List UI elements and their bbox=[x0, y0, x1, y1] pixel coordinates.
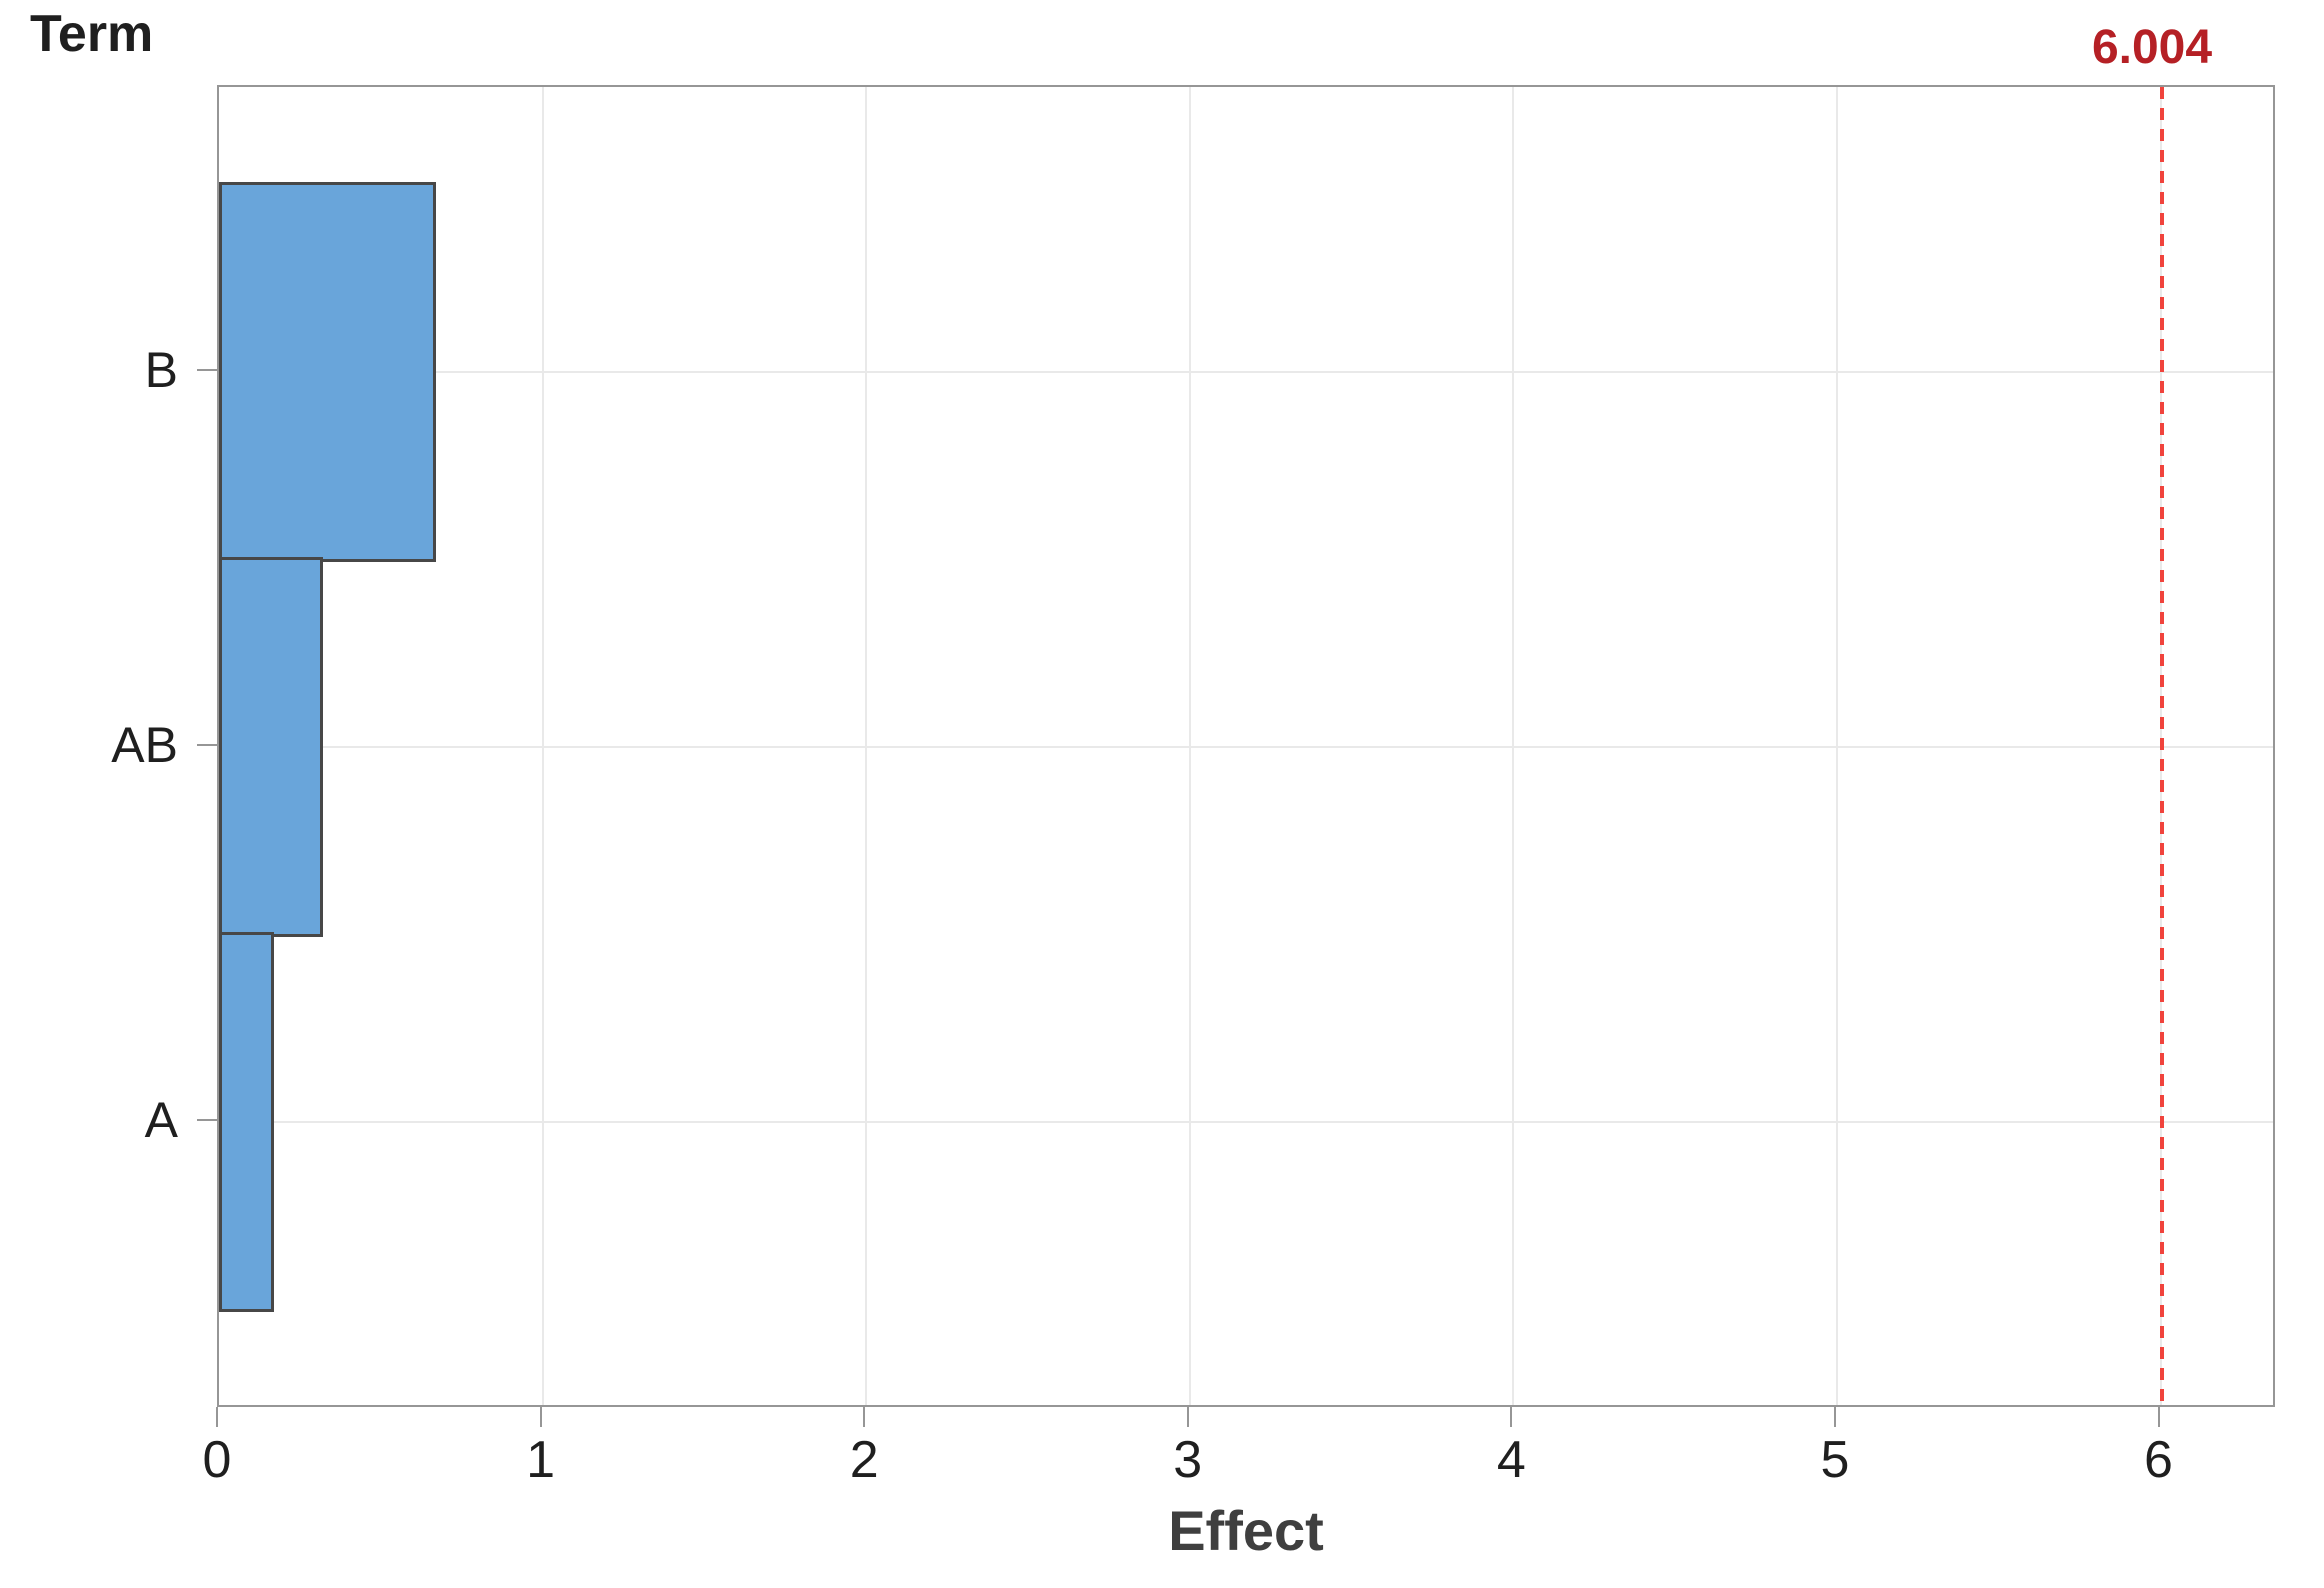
x-tick-5 bbox=[1833, 1407, 1836, 1427]
bar-AB bbox=[219, 557, 323, 937]
x-tick-label-0: 0 bbox=[202, 1431, 232, 1489]
y-axis-title: Term bbox=[30, 5, 154, 63]
x-tick-label-4: 4 bbox=[1496, 1431, 1526, 1489]
y-tick-label-A: A bbox=[144, 1092, 178, 1148]
x-tick-label-3: 3 bbox=[1173, 1431, 1203, 1489]
x-tick-3 bbox=[1186, 1407, 1189, 1427]
x-tick-1 bbox=[539, 1407, 542, 1427]
y-tick-A bbox=[197, 1119, 217, 1121]
y-gridline-AB bbox=[219, 746, 2273, 748]
x-tick-label-2: 2 bbox=[849, 1431, 879, 1489]
y-gridline-A bbox=[219, 1121, 2273, 1123]
y-gridline-B bbox=[219, 371, 2273, 373]
plot-area bbox=[217, 85, 2275, 1407]
y-tick-label-B: B bbox=[144, 342, 178, 398]
x-tick-2 bbox=[863, 1407, 866, 1427]
x-tick-label-5: 5 bbox=[1820, 1431, 1850, 1489]
y-tick-label-AB: AB bbox=[111, 717, 178, 773]
x-tick-label-1: 1 bbox=[526, 1431, 556, 1489]
x-tick-6 bbox=[2157, 1407, 2160, 1427]
bar-B bbox=[219, 182, 436, 562]
y-tick-B bbox=[197, 369, 217, 371]
reference-line bbox=[2159, 87, 2164, 1405]
x-tick-0 bbox=[216, 1407, 218, 1427]
x-tick-label-6: 6 bbox=[2144, 1431, 2173, 1489]
x-axis-title: Effect bbox=[1168, 1499, 1324, 1562]
y-tick-AB bbox=[197, 744, 217, 746]
bar-A bbox=[219, 932, 274, 1312]
x-tick-4 bbox=[1510, 1407, 1513, 1427]
reference-line-label: 6.004 bbox=[2091, 21, 2213, 74]
